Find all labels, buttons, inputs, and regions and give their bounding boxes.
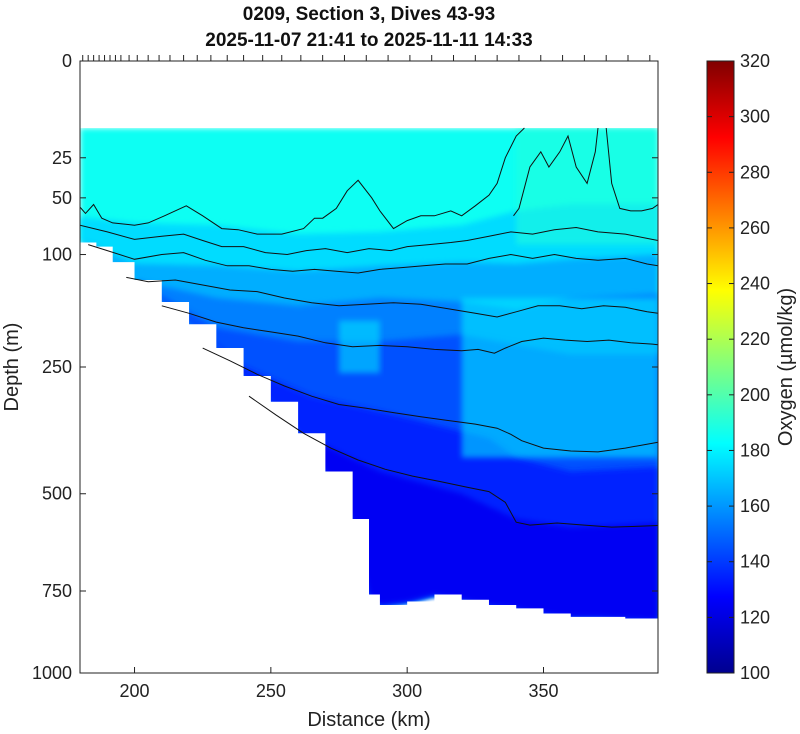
contour-line-6 [161,305,658,354]
y-tick-label-250: 250 [42,357,72,377]
colorbar-tick-label-300: 300 [740,107,770,127]
contour-line-7 [202,347,658,453]
oxygen-patch-2 [516,128,658,245]
y-axis: 0 25 50 100 250 500 750 1000 [32,51,658,683]
x-tick-label-200: 200 [120,681,150,701]
x-axis-label: Distance (km) [307,709,430,731]
colorbar-tick-label-120: 120 [740,607,770,627]
y-tick-label-1000: 1000 [32,663,72,683]
contour-line-3 [80,224,658,256]
colorbar-label: Oxygen (µmol/kg) [775,288,797,446]
colorbar-gradient [706,60,735,674]
x-tick-label-350: 350 [528,681,558,701]
x-axis: 200 250 300 350 [120,667,559,701]
colorbar-tick-label-100: 100 [740,663,770,683]
oxygen-field [80,61,658,673]
surface-gap [80,61,658,129]
colorbar-tick-label-280: 280 [740,162,770,182]
colorbar-tick-label-180: 180 [740,440,770,460]
contour-line-4 [88,244,658,274]
seafloor-mask [80,242,658,673]
y-tick-label-750: 750 [42,581,72,601]
colorbar-tick-label-220: 220 [740,329,770,349]
x-tick-label-300: 300 [392,681,422,701]
x-tick-label-250: 250 [256,681,286,701]
y-tick-label-500: 500 [42,484,72,504]
contour-line-8 [248,395,658,528]
contour-line-1 [513,127,599,217]
chart-title: 0209, Section 3, Dives 43-93 [243,4,495,25]
contour-line-0 [80,127,525,235]
plot-area: 200 250 300 350 0 25 50 100 250 500 750 1000 [32,51,659,701]
colorbar-tick-label-260: 260 [740,218,770,238]
y-tick-label-0: 0 [62,51,72,71]
contour-lines [80,127,658,528]
oxygen-layer-6 [216,348,658,621]
colorbar-ticks: 100 120 140 160 180 200 220 240 260 280 300 320 [707,51,770,683]
colorbar-tick-label-160: 160 [740,496,770,516]
colorbar-tick-label-200: 200 [740,385,770,405]
chart-subtitle: 2025-11-07 21:41 to 2025-11-11 14:33 [205,30,532,51]
colorbar-tick-label-320: 320 [740,51,770,71]
y-tick-label-100: 100 [42,245,72,265]
oxygen-patch-1 [461,298,658,458]
colorbar-tick-label-140: 140 [740,552,770,572]
contour-line-2 [605,127,658,212]
colorbar: 100 120 140 160 180 200 220 240 260 280 300 320 [706,51,770,683]
y-axis-label: Depth (m) [1,323,23,412]
y-tick-label-25: 25 [52,148,72,168]
y-tick-label-50: 50 [52,188,72,208]
contour-line-5 [126,276,658,318]
colorbar-tick-label-240: 240 [740,274,770,294]
dive-tick-marks [82,55,651,61]
